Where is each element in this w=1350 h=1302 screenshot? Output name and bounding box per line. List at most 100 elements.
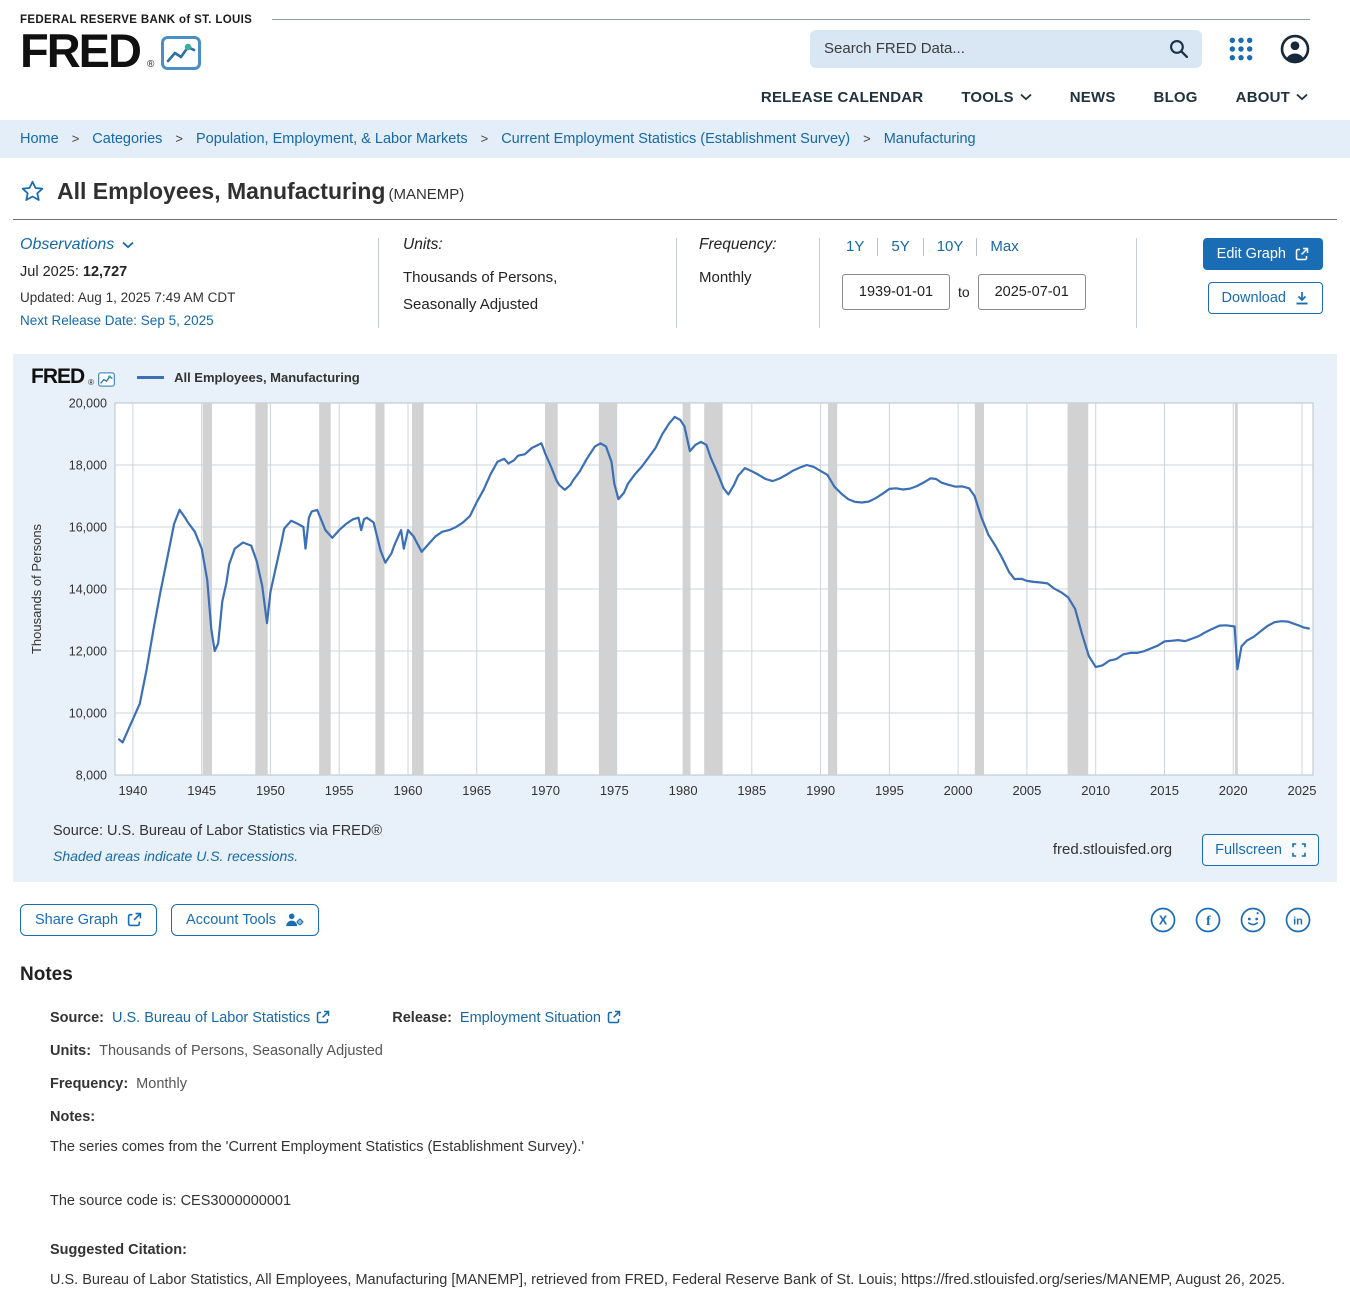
legend-label: All Employees, Manufacturing — [174, 369, 360, 385]
series-page: All Employees, Manufacturing (MANEMP) Obs… — [0, 158, 1350, 1293]
download-button[interactable]: Download — [1207, 281, 1323, 314]
range-10y-button[interactable]: 10Y — [924, 237, 978, 256]
notes-frequency-value: Monthly — [136, 1075, 187, 1092]
x-icon: X — [1150, 907, 1176, 933]
share-icon — [127, 913, 142, 927]
notes-label: Notes: — [50, 1108, 96, 1125]
favorite-star-icon[interactable] — [20, 179, 45, 204]
date-start-input[interactable] — [842, 273, 950, 310]
notes-frequency-row: Frequency: Monthly — [50, 1076, 1330, 1092]
breadcrumb-separator: > — [175, 131, 183, 147]
facebook-icon: f — [1195, 907, 1221, 933]
title-divider — [13, 218, 1337, 220]
svg-text:8,000: 8,000 — [76, 768, 107, 782]
site-header: FEDERAL RESERVE BANK of ST. LOUIS FRED ® — [0, 0, 1350, 120]
latest-value: 12,727 — [82, 263, 128, 280]
nav-about-label: ABOUT — [1235, 88, 1290, 106]
fred-logo-text: FRED — [20, 24, 142, 77]
svg-text:1970: 1970 — [531, 783, 560, 798]
share-graph-label: Share Graph — [35, 911, 119, 928]
user-gear-icon — [286, 913, 304, 927]
frequency-label: Frequency: — [699, 235, 777, 253]
share-linkedin-button[interactable]: in — [1285, 907, 1311, 933]
breadcrumb-population-employment[interactable]: Population, Employment, & Labor Markets — [196, 130, 468, 147]
meta-divider — [819, 237, 820, 328]
svg-text:2025: 2025 — [1288, 783, 1317, 798]
breadcrumb-separator: > — [863, 131, 871, 147]
share-x-button[interactable]: X — [1150, 907, 1176, 933]
observations-dropdown[interactable]: Observations — [20, 236, 134, 254]
latest-date: Jul 2025: — [20, 263, 79, 280]
series-id: (MANEMP) — [388, 185, 465, 203]
svg-text:in: in — [1293, 915, 1303, 927]
search-box[interactable] — [810, 29, 1202, 68]
linkedin-icon: in — [1285, 907, 1311, 933]
svg-text:2015: 2015 — [1150, 783, 1179, 798]
account-icon[interactable] — [1280, 34, 1310, 64]
date-to-label: to — [958, 283, 970, 300]
release-label: Release: — [392, 1009, 452, 1026]
page-title: All Employees, Manufacturing (MANEMP) — [57, 178, 464, 205]
main-nav: RELEASE CALENDAR TOOLS NEWS BLOG ABOUT — [0, 71, 1350, 120]
svg-text:20,000: 20,000 — [69, 396, 107, 410]
units-value-line1: Thousands of Persons, — [403, 268, 558, 286]
chevron-down-icon — [1296, 94, 1308, 101]
share-reddit-button[interactable] — [1240, 907, 1266, 933]
svg-text:10,000: 10,000 — [69, 706, 107, 720]
date-end-input[interactable] — [977, 273, 1086, 310]
time-series-chart[interactable]: 8,000 10,000 12,000 14,000 16,000 18,000 20,00… — [25, 395, 1325, 807]
notes-heading: Notes — [20, 963, 73, 985]
breadcrumb-separator: > — [480, 131, 489, 147]
apps-grid-icon[interactable] — [1228, 36, 1254, 62]
share-graph-button[interactable]: Share Graph — [20, 903, 158, 936]
breadcrumb-manufacturing[interactable]: Manufacturing — [883, 130, 976, 147]
svg-text:1985: 1985 — [737, 783, 766, 798]
breadcrumb-ces[interactable]: Current Employment Statistics (Establish… — [501, 130, 851, 147]
nav-about[interactable]: ABOUT — [1236, 89, 1308, 106]
notes-frequency-label: Frequency: — [50, 1075, 129, 1092]
search-icon[interactable] — [1168, 38, 1189, 59]
source-link[interactable]: U.S. Bureau of Labor Statistics — [112, 1009, 311, 1026]
latest-observation: Jul 2025: 12,727 — [20, 264, 378, 280]
nav-news[interactable]: NEWS — [1069, 88, 1116, 106]
search-input[interactable] — [810, 29, 1202, 68]
header-rule — [272, 19, 1310, 20]
account-tools-button[interactable]: Account Tools — [171, 903, 320, 936]
meta-divider — [676, 237, 677, 328]
fullscreen-button[interactable]: Fullscreen — [1202, 833, 1319, 866]
fred-watermark-text: FRED — [31, 364, 85, 388]
range-5y-button[interactable]: 5Y — [878, 237, 924, 256]
range-1y-button[interactable]: 1Y — [842, 237, 879, 256]
range-max-button[interactable]: Max — [990, 237, 1019, 255]
series-meta: Observations Jul 2025: 12,727 Updated: A… — [0, 220, 1350, 342]
breadcrumb: Home > Categories > Population, Employme… — [0, 119, 1350, 158]
nav-tools[interactable]: TOOLS — [961, 89, 1032, 106]
fred-logo[interactable]: FRED ® — [20, 24, 202, 77]
external-link-icon — [1295, 247, 1309, 261]
download-label: Download — [1221, 289, 1287, 306]
chart-legend: All Employees, Manufacturing — [137, 370, 360, 385]
edit-graph-button[interactable]: Edit Graph — [1202, 237, 1323, 270]
breadcrumb-categories[interactable]: Categories — [92, 130, 163, 147]
site-url: fred.stlouisfed.org — [1052, 841, 1173, 859]
legend-line-swatch — [137, 375, 165, 379]
svg-text:2005: 2005 — [1012, 783, 1041, 798]
breadcrumb-home[interactable]: Home — [20, 130, 59, 147]
recession-note-link[interactable]: Shaded areas indicate U.S. recessions. — [53, 847, 299, 864]
observations-label: Observations — [20, 235, 115, 253]
notes-units-row: Units: Thousands of Persons, Seasonally A… — [50, 1043, 1330, 1059]
notes-section: Notes Source: U.S. Bureau of Labor Statis… — [20, 964, 1330, 1293]
units-value-line2: Seasonally Adjusted — [403, 295, 539, 313]
next-release-link[interactable]: Next Release Date: Sep 5, 2025 — [20, 312, 214, 328]
svg-text:1960: 1960 — [394, 783, 423, 798]
svg-text:1975: 1975 — [600, 783, 629, 798]
frequency-value: Monthly — [699, 268, 752, 286]
fred-logo-reg: ® — [146, 58, 155, 70]
nav-blog[interactable]: BLOG — [1153, 88, 1198, 106]
notes-units-value: Thousands of Persons, Seasonally Adjuste… — [99, 1042, 383, 1059]
chevron-down-icon — [1020, 94, 1032, 101]
share-facebook-button[interactable]: f — [1195, 907, 1221, 933]
nav-release-calendar[interactable]: RELEASE CALENDAR — [760, 88, 924, 106]
svg-text:1980: 1980 — [669, 783, 698, 798]
release-link[interactable]: Employment Situation — [459, 1009, 601, 1026]
